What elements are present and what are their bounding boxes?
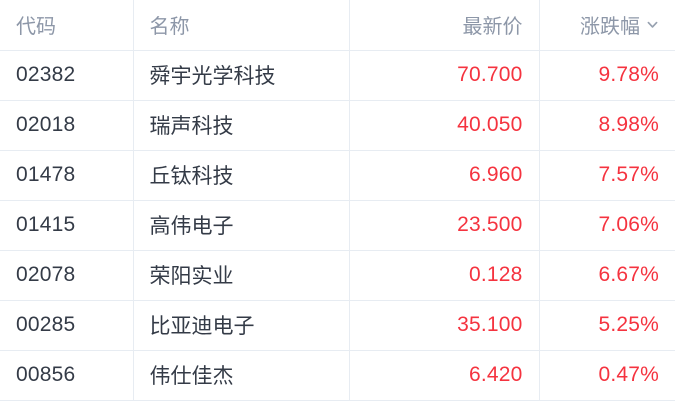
table-row[interactable]: 00856 伟仕佳杰 6.420 0.47%: [0, 350, 675, 401]
table-header: 代码 名称 最新价 涨跌幅: [0, 0, 675, 51]
cell-price: 70.700: [349, 50, 540, 101]
cell-code: 00285: [0, 300, 134, 351]
cell-change: 6.67%: [539, 250, 675, 301]
table-row[interactable]: 02078 荣阳实业 0.128 6.67%: [0, 250, 675, 301]
table-row[interactable]: 01415 高伟电子 23.500 7.06%: [0, 200, 675, 251]
cell-price: 35.100: [349, 300, 540, 351]
column-header-change-inner: 涨跌幅: [580, 10, 659, 39]
table-row[interactable]: 01478 丘钛科技 6.960 7.57%: [0, 150, 675, 201]
cell-name[interactable]: 高伟电子: [133, 200, 350, 251]
cell-name[interactable]: 瑞声科技: [133, 100, 350, 151]
table-header-row: 代码 名称 最新价 涨跌幅: [0, 0, 675, 51]
cell-price: 6.960: [349, 150, 540, 201]
column-header-price[interactable]: 最新价: [349, 0, 540, 51]
cell-code: 01415: [0, 200, 134, 251]
cell-code: 02078: [0, 250, 134, 301]
cell-price: 0.128: [349, 250, 540, 301]
chevron-down-icon[interactable]: [646, 18, 659, 31]
cell-change: 9.78%: [539, 50, 675, 101]
cell-code: 02018: [0, 100, 134, 151]
cell-change: 8.98%: [539, 100, 675, 151]
column-header-change-label: 涨跌幅: [580, 16, 640, 39]
cell-name[interactable]: 比亚迪电子: [133, 300, 350, 351]
cell-change: 7.06%: [539, 200, 675, 251]
column-header-name[interactable]: 名称: [133, 0, 350, 51]
cell-name[interactable]: 舜宇光学科技: [133, 50, 350, 101]
table-row[interactable]: 02018 瑞声科技 40.050 8.98%: [0, 100, 675, 151]
cell-code: 02382: [0, 50, 134, 101]
table-row[interactable]: 00285 比亚迪电子 35.100 5.25%: [0, 300, 675, 351]
cell-price: 6.420: [349, 350, 540, 401]
table-row[interactable]: 02382 舜宇光学科技 70.700 9.78%: [0, 50, 675, 101]
cell-price: 23.500: [349, 200, 540, 251]
cell-change: 5.25%: [539, 300, 675, 351]
cell-code: 01478: [0, 150, 134, 201]
cell-price: 40.050: [349, 100, 540, 151]
column-header-code[interactable]: 代码: [0, 0, 134, 51]
table-body: 02382 舜宇光学科技 70.700 9.78% 02018 瑞声科技 40.…: [0, 50, 675, 401]
cell-name[interactable]: 伟仕佳杰: [133, 350, 350, 401]
cell-name[interactable]: 荣阳实业: [133, 250, 350, 301]
column-header-change[interactable]: 涨跌幅: [539, 0, 675, 51]
cell-change: 7.57%: [539, 150, 675, 201]
cell-change: 0.47%: [539, 350, 675, 401]
cell-code: 00856: [0, 350, 134, 401]
cell-name[interactable]: 丘钛科技: [133, 150, 350, 201]
